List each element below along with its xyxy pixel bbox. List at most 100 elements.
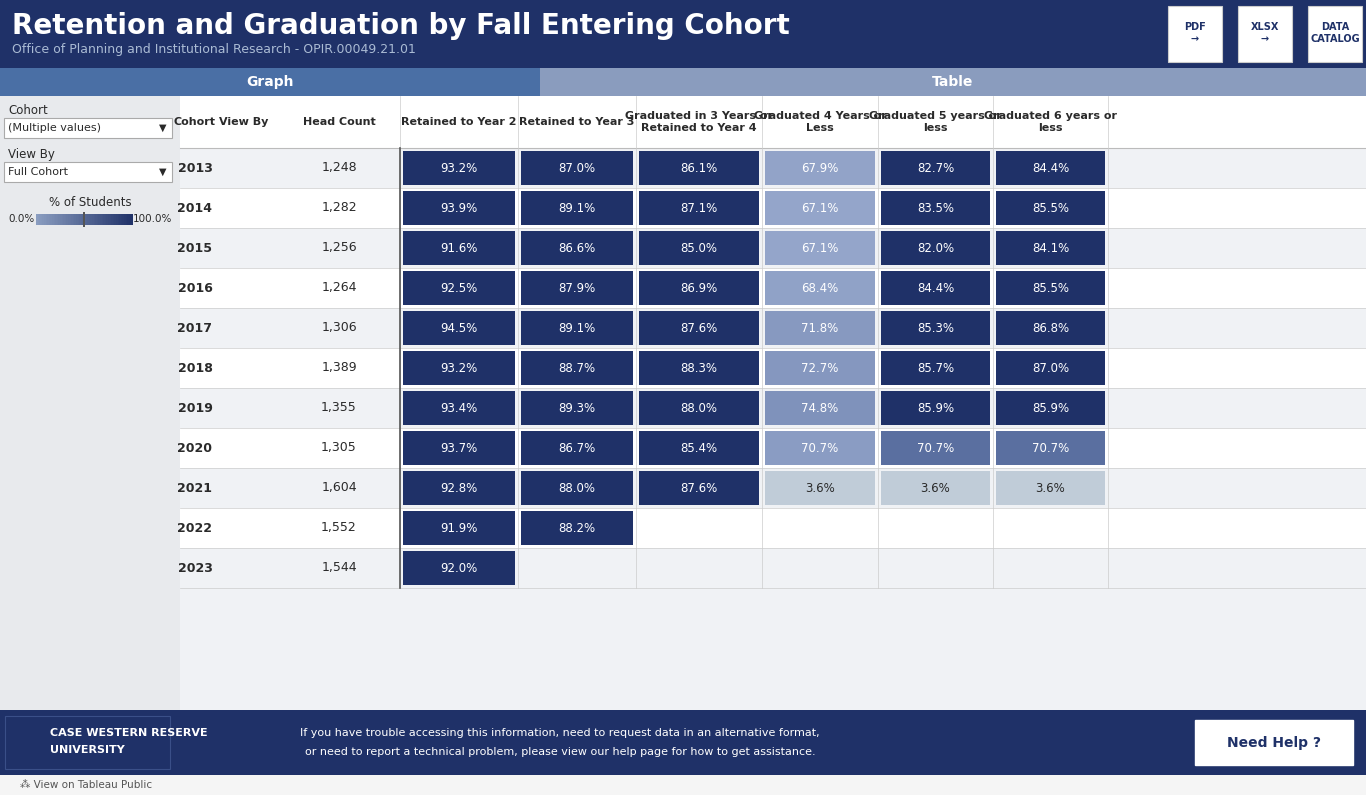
FancyBboxPatch shape <box>55 214 57 225</box>
FancyBboxPatch shape <box>180 228 1366 268</box>
Text: 85.5%: 85.5% <box>1031 281 1070 294</box>
FancyBboxPatch shape <box>127 214 130 225</box>
FancyBboxPatch shape <box>42 214 45 225</box>
FancyBboxPatch shape <box>180 308 1366 348</box>
FancyBboxPatch shape <box>403 471 515 505</box>
Text: % of Students: % of Students <box>49 196 131 209</box>
Text: 68.4%: 68.4% <box>802 281 839 294</box>
Text: 1,264: 1,264 <box>321 281 357 294</box>
FancyBboxPatch shape <box>180 508 1366 548</box>
Text: 84.1%: 84.1% <box>1031 242 1070 254</box>
FancyBboxPatch shape <box>120 214 123 225</box>
Text: 1,282: 1,282 <box>321 201 357 215</box>
Text: 89.1%: 89.1% <box>559 201 596 215</box>
FancyBboxPatch shape <box>59 214 60 225</box>
FancyBboxPatch shape <box>52 214 55 225</box>
FancyBboxPatch shape <box>89 214 92 225</box>
FancyBboxPatch shape <box>36 214 38 225</box>
FancyBboxPatch shape <box>0 775 1366 795</box>
FancyBboxPatch shape <box>90 214 93 225</box>
Text: 84.4%: 84.4% <box>1031 161 1070 174</box>
FancyBboxPatch shape <box>996 431 1105 465</box>
FancyBboxPatch shape <box>57 214 59 225</box>
Text: 87.1%: 87.1% <box>680 201 717 215</box>
Text: 86.7%: 86.7% <box>559 441 596 455</box>
Text: Retained to Year 2: Retained to Year 2 <box>402 117 516 127</box>
Text: 3.6%: 3.6% <box>1035 482 1065 494</box>
FancyBboxPatch shape <box>180 468 1366 508</box>
Text: 86.9%: 86.9% <box>680 281 717 294</box>
Text: 87.0%: 87.0% <box>1031 362 1070 374</box>
Text: 2023: 2023 <box>178 561 213 575</box>
FancyBboxPatch shape <box>1195 720 1352 765</box>
Text: 70.7%: 70.7% <box>1031 441 1070 455</box>
FancyBboxPatch shape <box>403 351 515 385</box>
FancyBboxPatch shape <box>94 214 96 225</box>
FancyBboxPatch shape <box>639 391 759 425</box>
Text: 84.4%: 84.4% <box>917 281 953 294</box>
FancyBboxPatch shape <box>105 214 107 225</box>
FancyBboxPatch shape <box>61 214 64 225</box>
FancyBboxPatch shape <box>74 214 76 225</box>
Text: 2017: 2017 <box>178 321 213 335</box>
FancyBboxPatch shape <box>996 471 1105 505</box>
FancyBboxPatch shape <box>100 214 102 225</box>
Text: 88.7%: 88.7% <box>559 362 596 374</box>
Text: 3.6%: 3.6% <box>921 482 951 494</box>
FancyBboxPatch shape <box>520 311 632 345</box>
Text: 67.1%: 67.1% <box>802 201 839 215</box>
Text: ▼: ▼ <box>158 123 167 133</box>
Text: 85.3%: 85.3% <box>917 321 953 335</box>
FancyBboxPatch shape <box>51 214 52 225</box>
Text: 100.0%: 100.0% <box>133 214 172 224</box>
Text: 2014: 2014 <box>178 201 213 215</box>
Text: 2015: 2015 <box>178 242 213 254</box>
FancyBboxPatch shape <box>765 351 876 385</box>
FancyBboxPatch shape <box>765 431 876 465</box>
FancyBboxPatch shape <box>111 214 113 225</box>
FancyBboxPatch shape <box>996 231 1105 265</box>
Text: Retention and Graduation by Fall Entering Cohort: Retention and Graduation by Fall Enterin… <box>12 12 790 40</box>
FancyBboxPatch shape <box>881 231 990 265</box>
FancyBboxPatch shape <box>520 271 632 305</box>
Text: 88.2%: 88.2% <box>559 522 596 534</box>
FancyBboxPatch shape <box>881 151 990 185</box>
Text: Table: Table <box>933 75 974 89</box>
FancyBboxPatch shape <box>180 268 1366 308</box>
Text: 72.7%: 72.7% <box>802 362 839 374</box>
FancyBboxPatch shape <box>639 151 759 185</box>
Text: Need Help ?: Need Help ? <box>1227 735 1321 750</box>
FancyBboxPatch shape <box>64 214 67 225</box>
FancyBboxPatch shape <box>403 191 515 225</box>
Text: 83.5%: 83.5% <box>917 201 953 215</box>
Text: Graduated 5 years or
less: Graduated 5 years or less <box>869 111 1001 133</box>
FancyBboxPatch shape <box>107 214 108 225</box>
Text: 1,604: 1,604 <box>321 482 357 494</box>
FancyBboxPatch shape <box>881 471 990 505</box>
FancyBboxPatch shape <box>92 214 94 225</box>
FancyBboxPatch shape <box>117 214 120 225</box>
FancyBboxPatch shape <box>180 548 1366 588</box>
FancyBboxPatch shape <box>4 118 172 138</box>
FancyBboxPatch shape <box>78 214 79 225</box>
FancyBboxPatch shape <box>1309 6 1362 62</box>
FancyBboxPatch shape <box>48 214 49 225</box>
Text: 82.0%: 82.0% <box>917 242 953 254</box>
FancyBboxPatch shape <box>128 214 131 225</box>
FancyBboxPatch shape <box>639 231 759 265</box>
FancyBboxPatch shape <box>180 96 1366 148</box>
FancyBboxPatch shape <box>403 391 515 425</box>
Text: 1,544: 1,544 <box>321 561 357 575</box>
FancyBboxPatch shape <box>41 214 42 225</box>
Text: 1,306: 1,306 <box>321 321 357 335</box>
Text: 2018: 2018 <box>178 362 213 374</box>
Text: 86.1%: 86.1% <box>680 161 717 174</box>
FancyBboxPatch shape <box>520 351 632 385</box>
FancyBboxPatch shape <box>0 96 180 710</box>
FancyBboxPatch shape <box>72 214 75 225</box>
FancyBboxPatch shape <box>403 271 515 305</box>
Text: 91.9%: 91.9% <box>440 522 478 534</box>
Text: Cohort: Cohort <box>173 117 216 127</box>
FancyBboxPatch shape <box>70 214 71 225</box>
FancyBboxPatch shape <box>540 68 1366 96</box>
